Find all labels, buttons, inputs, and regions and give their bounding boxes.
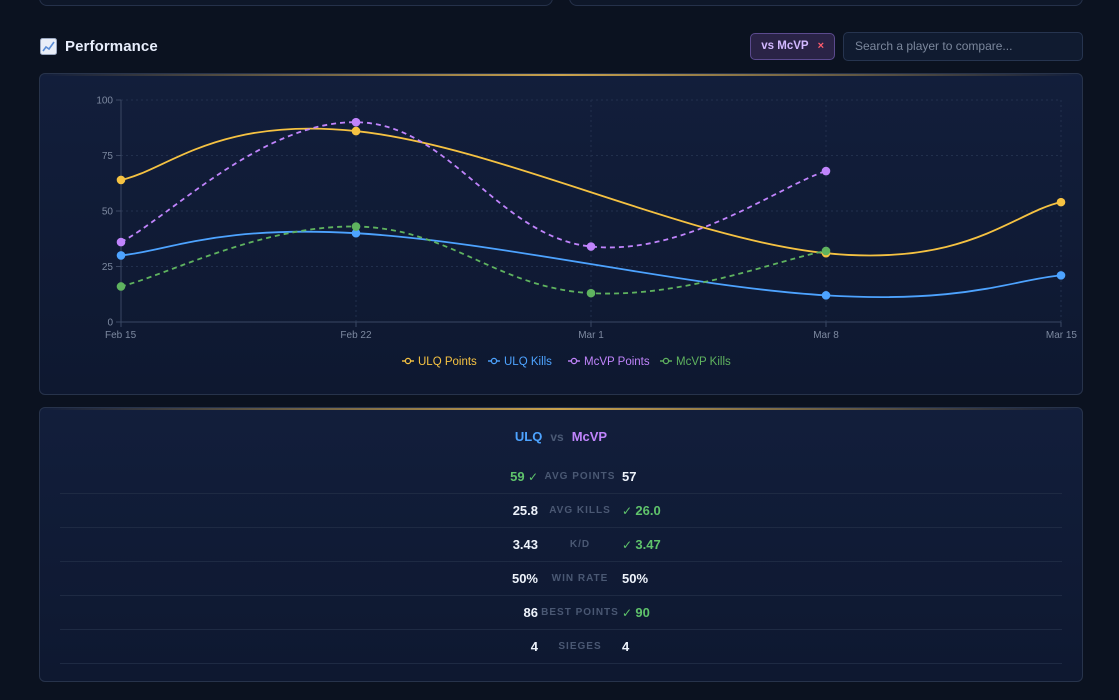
data-point-ulq-points [351, 126, 361, 136]
series-line-mcvp-kills [120, 225, 827, 295]
x-tick-label: Mar 8 [813, 330, 839, 341]
player1-stat-text: 86 [523, 605, 538, 620]
data-point-mcvp-points [821, 166, 831, 176]
legend-swatch-dot [570, 357, 578, 365]
data-point-ulq-points [116, 175, 126, 185]
player1-stat-value: 3.43 [60, 537, 538, 552]
comparison-row: 86 BEST POINTS ✓ 90 [60, 596, 1062, 630]
series-line-ulq-points [120, 127, 1062, 257]
comparison-row: 4 SIEGES 4 [60, 630, 1062, 664]
top-card-right [569, 0, 1083, 6]
data-point-ulq-kills [351, 228, 361, 238]
data-point-ulq-points [1056, 197, 1066, 207]
player2-stat-text: 50% [622, 571, 649, 586]
comparison-table: 59 ✓ AVG POINTS 57 25.8 AVG KILLS ✓ 26.0 3.43 K… [60, 460, 1062, 664]
stat-label: SIEGES [558, 641, 602, 652]
player1-stat-value: 4 [60, 639, 538, 654]
player2-stat-value: 50% [622, 571, 648, 586]
player1-stat-value: 59 ✓ [60, 469, 538, 484]
performance-header: Performance vs McVP × [40, 31, 1083, 61]
data-point-ulq-kills [1056, 271, 1066, 280]
player1-stat-text: 25.8 [512, 503, 538, 518]
line-chart-icon [40, 37, 57, 55]
player1-stat-value: 86 [60, 605, 538, 620]
data-point-mcvp-points [586, 242, 596, 251]
data-point-mcvp-points [116, 237, 126, 247]
section-title-group: Performance [40, 37, 158, 55]
y-tick-label: 75 [102, 151, 114, 162]
stat-label: AVG KILLS [549, 505, 611, 516]
player2-stat-value: ✓ 3.47 [622, 537, 661, 552]
comparison-row: 59 ✓ AVG POINTS 57 [60, 460, 1062, 494]
data-point-mcvp-kills [586, 288, 596, 298]
legend-swatch-dot [404, 357, 412, 365]
player2-stat-value: 57 [622, 469, 636, 484]
performance-chart: 0 25 50 75 100 Feb 15 Feb 22 Mar 1 Mar 8 Mar 15 UL… [96, 96, 1078, 369]
legend-swatch-dot [662, 357, 670, 365]
y-tick-label: 0 [107, 318, 113, 329]
player2-stat-value: ✓ 90 [622, 605, 650, 620]
top-card-left [39, 0, 553, 6]
x-tick-label: Mar 15 [1046, 330, 1078, 341]
comparison-row: 3.43 K/D ✓ 3.47 [60, 528, 1062, 562]
player2-stat-text: 26.0 [635, 503, 661, 518]
checkmark-icon: ✓ [622, 538, 636, 552]
checkmark-icon: ✓ [622, 504, 636, 518]
player-search-input[interactable] [843, 31, 1083, 61]
stat-label: K/D [569, 539, 591, 550]
player2-stat-text: 90 [635, 605, 650, 620]
player1-stat-text: 59 [510, 469, 525, 484]
x-tick-label: Feb 22 [340, 330, 372, 341]
player1-stat-text: 4 [530, 639, 538, 654]
legend-label: McVP Points [584, 356, 650, 368]
player2-stat-value: 4 [622, 639, 629, 654]
player1-stat-value: 25.8 [60, 503, 538, 518]
checkmark-icon: ✓ [622, 606, 636, 620]
x-tick-label: Mar 1 [578, 330, 604, 341]
player1-name: ULQ [514, 429, 543, 444]
compare-chip-label: vs McVP [761, 40, 809, 52]
player2-stat-text: 4 [622, 639, 630, 654]
close-icon[interactable]: × [817, 40, 824, 52]
player2-stat-text: 57 [622, 469, 637, 484]
comparison-panel: ULQ vs McVP 59 ✓ AVG POINTS 57 25.8 AVG KILLS ✓… [39, 407, 1083, 682]
comparison-header: ULQ vs McVP [40, 429, 1082, 444]
stat-label: BEST POINTS [541, 607, 619, 618]
performance-chart-panel: 0 25 50 75 100 Feb 15 Feb 22 Mar 1 Mar 8 Mar 15 UL… [39, 73, 1083, 395]
compare-chip[interactable]: vs McVP × [750, 32, 835, 60]
data-point-mcvp-kills [821, 246, 831, 256]
y-tick-label: 25 [102, 262, 114, 273]
checkmark-icon: ✓ [524, 470, 538, 484]
data-point-ulq-kills [821, 291, 831, 300]
data-point-mcvp-kills [116, 282, 126, 291]
legend-swatch-dot [490, 357, 498, 365]
player1-stat-text: 3.43 [512, 537, 538, 552]
x-tick-label: Feb 15 [105, 330, 137, 341]
series-line-mcvp-points [120, 121, 827, 249]
vs-label: vs [550, 430, 564, 444]
player2-stat-text: 3.47 [635, 537, 661, 552]
compare-controls: vs McVP × [750, 31, 1083, 61]
comparison-row: 25.8 AVG KILLS ✓ 26.0 [60, 494, 1062, 528]
player1-stat-value: 50% [60, 571, 538, 586]
section-title: Performance [65, 37, 158, 55]
stat-label: AVG POINTS [544, 471, 616, 482]
data-point-mcvp-kills [351, 222, 361, 231]
data-point-ulq-kills [116, 251, 126, 260]
legend-label: ULQ Kills [504, 356, 552, 368]
legend-label: McVP Kills [676, 356, 731, 368]
series-line-ulq-kills [120, 230, 1062, 298]
y-tick-label: 50 [102, 207, 114, 218]
stat-label: WIN RATE [551, 573, 609, 584]
player1-stat-text: 50% [511, 571, 538, 586]
comparison-row: 50% WIN RATE 50% [60, 562, 1062, 596]
y-tick-label: 100 [96, 96, 113, 107]
data-point-mcvp-points [351, 117, 361, 127]
player2-stat-value: ✓ 26.0 [622, 503, 661, 518]
legend-label: ULQ Points [418, 356, 477, 368]
player2-name: McVP [571, 429, 608, 444]
